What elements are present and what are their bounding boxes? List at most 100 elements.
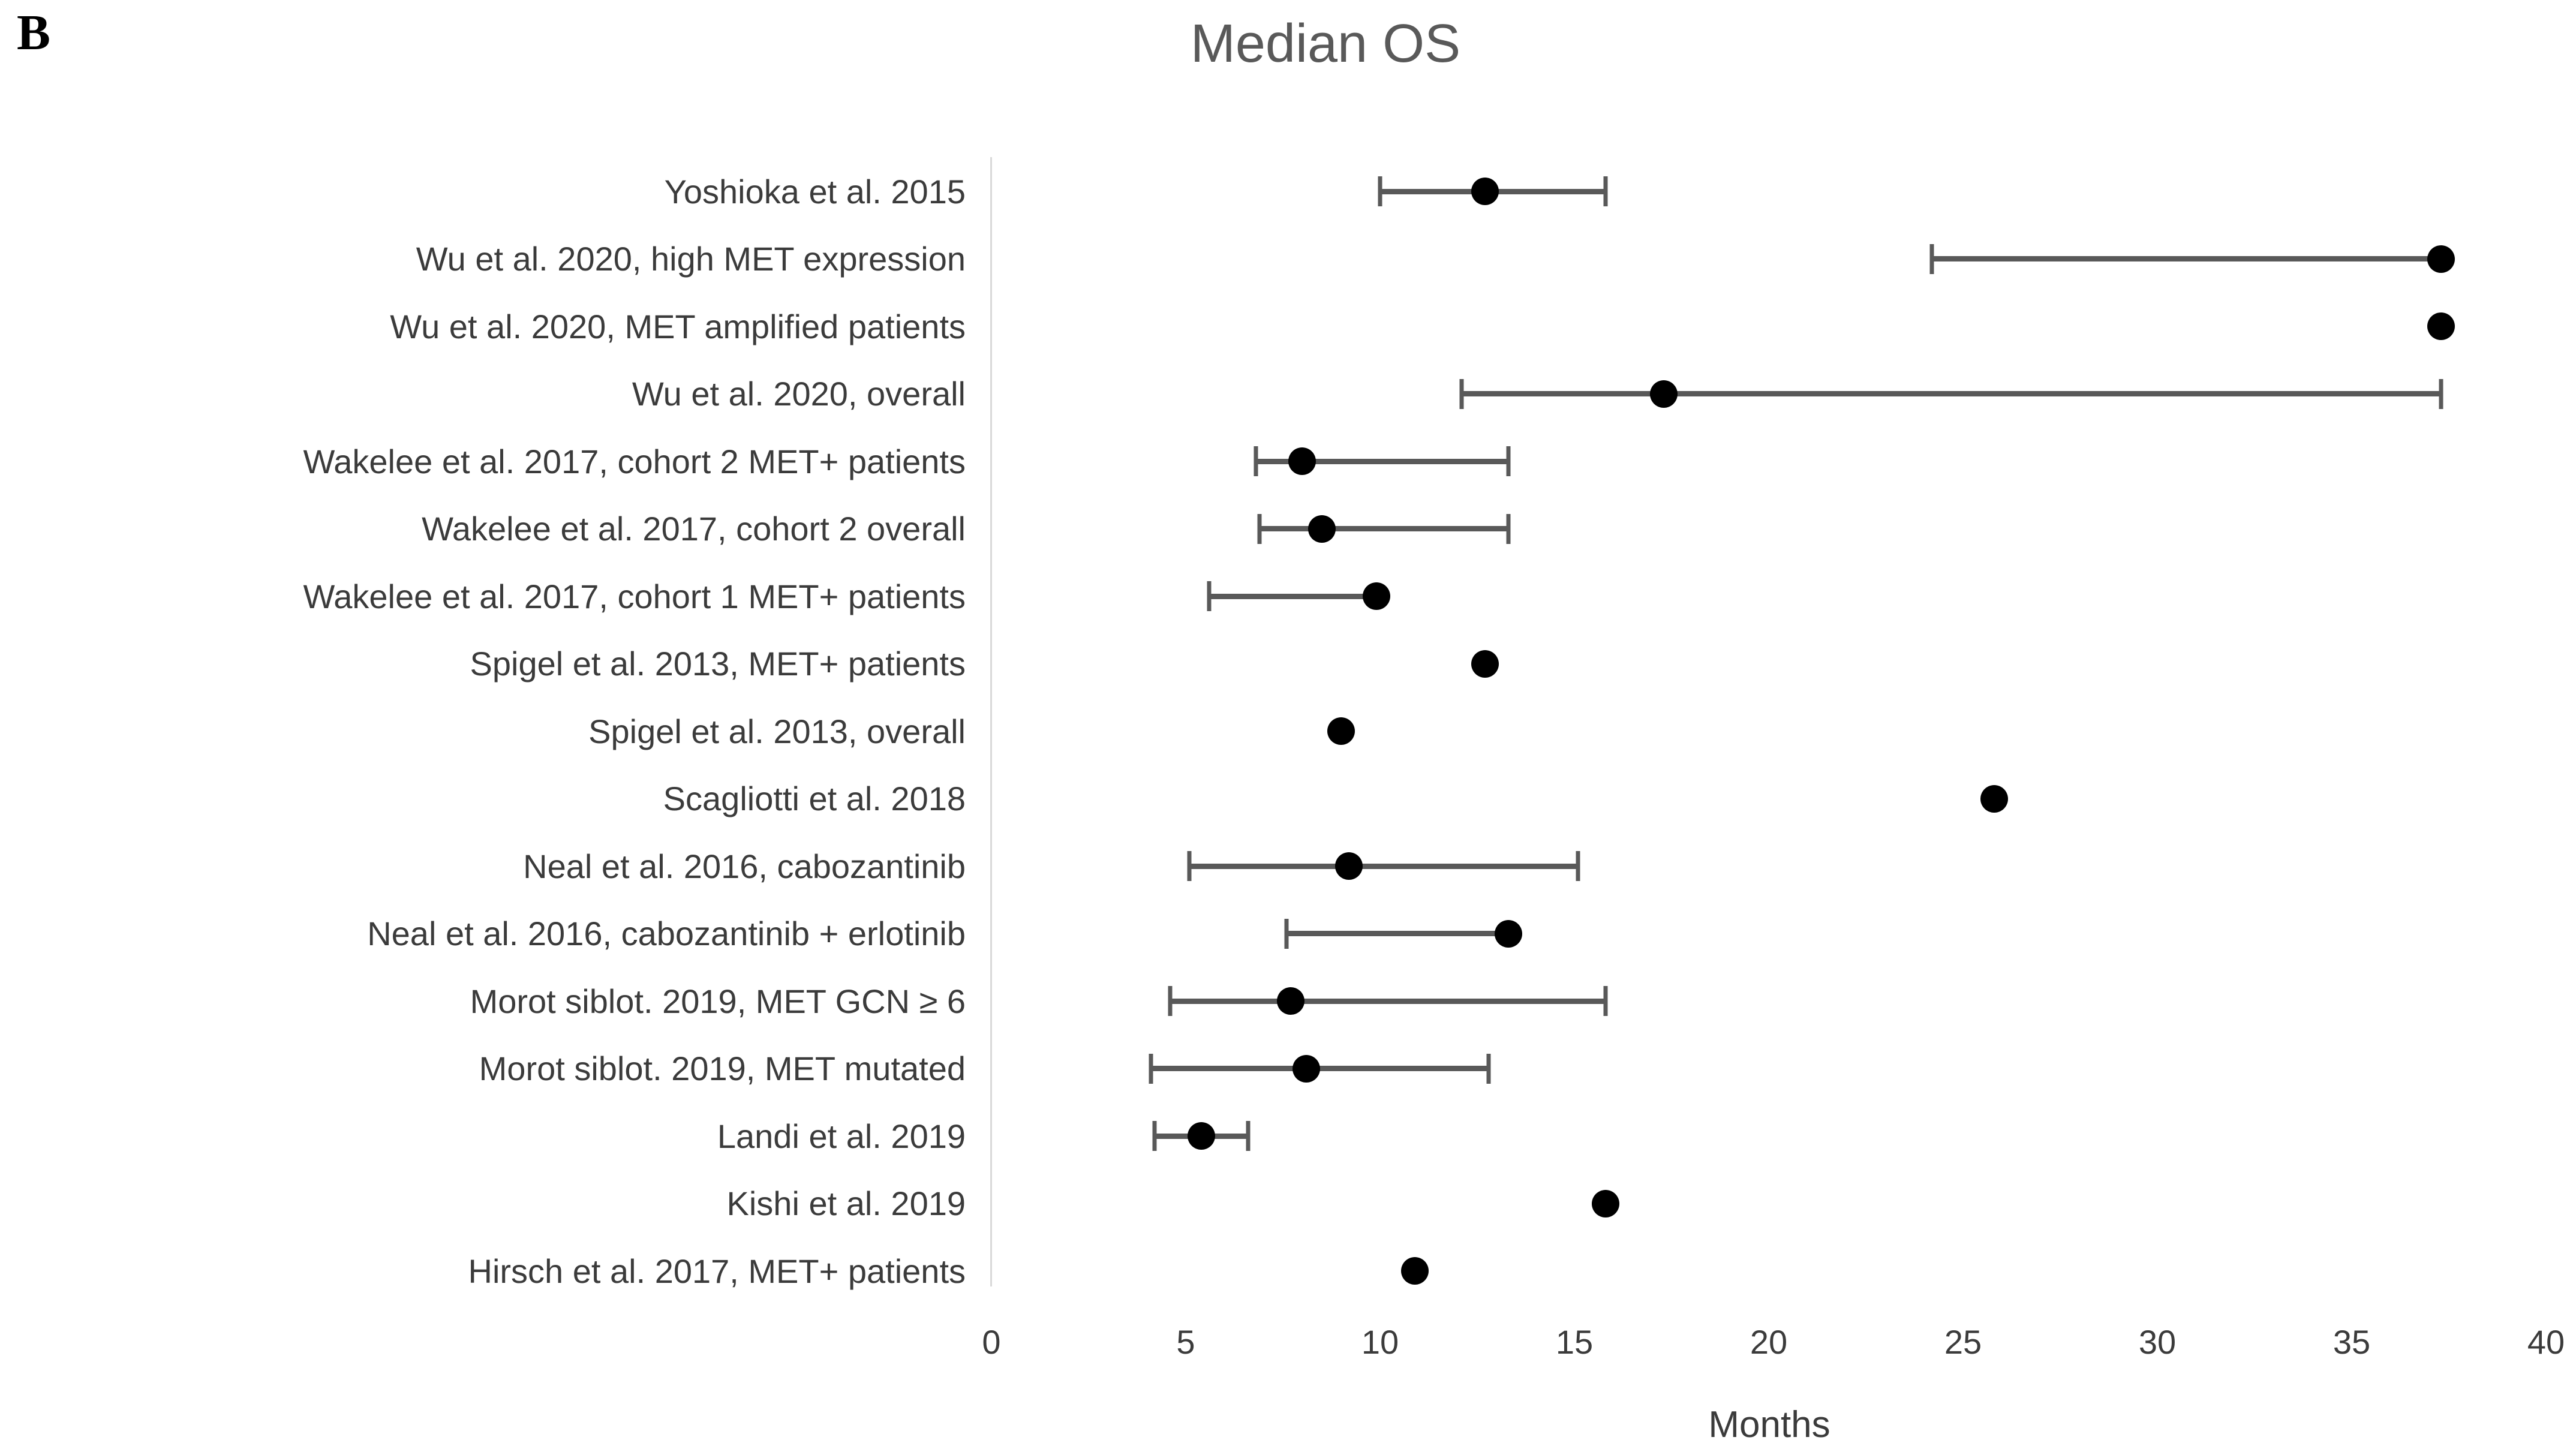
study-plot-cell [991, 765, 2546, 833]
error-bar [1255, 458, 1508, 464]
study-label: Morot siblot. 2019, MET GCN ≥ 6 [470, 982, 966, 1020]
study-plot-cell [991, 1102, 2546, 1170]
median-marker [2427, 312, 2455, 341]
median-marker [1276, 987, 1304, 1015]
study-plot-cell [991, 293, 2546, 360]
study-label: Morot siblot. 2019, MET mutated [479, 1050, 966, 1088]
study-row: Spigel et al. 2013, overall [0, 698, 2576, 765]
study-label: Yoshioka et al. 2015 [664, 172, 966, 211]
study-plot-cell [991, 495, 2546, 563]
study-label: Scagliotti et al. 2018 [663, 780, 966, 818]
study-label: Spigel et al. 2013, overall [588, 712, 966, 750]
study-plot-cell [991, 698, 2546, 765]
x-tick-label: 5 [1176, 1323, 1195, 1361]
study-row: Yoshioka et al. 2015 [0, 158, 2576, 226]
study-row: Wu et al. 2020, high MET expression [0, 226, 2576, 293]
error-bar-cap-low [1257, 513, 1262, 544]
study-row: Kishi et al. 2019 [0, 1170, 2576, 1238]
study-row: Spigel et al. 2013, MET+ patients [0, 630, 2576, 698]
error-bar-cap-low [1378, 176, 1382, 207]
study-row: Neal et al. 2016, cabozantinib + erlotin… [0, 900, 2576, 968]
median-marker [1292, 1054, 1320, 1083]
error-bar [1260, 526, 1508, 532]
error-bar-cap-low [1284, 918, 1289, 949]
median-marker [2427, 245, 2455, 273]
error-bar-cap-high [1603, 176, 1608, 207]
study-label: Wu et al. 2020, overall [632, 375, 966, 413]
error-bar-cap-low [1149, 1053, 1153, 1084]
error-bar-cap-low [1459, 378, 1464, 409]
error-bar [1209, 593, 1376, 599]
study-row: Neal et al. 2016, cabozantinib [0, 832, 2576, 900]
study-plot-cell [991, 967, 2546, 1035]
study-plot-cell [991, 1170, 2546, 1238]
median-marker [1187, 1122, 1215, 1150]
error-bar [1287, 931, 1508, 937]
study-plot-cell [991, 158, 2546, 226]
study-plot-cell [991, 630, 2546, 698]
error-bar-cap-low [1187, 851, 1192, 882]
study-plot-cell [991, 900, 2546, 968]
study-row: Hirsch et al. 2017, MET+ patients [0, 1237, 2576, 1305]
error-bar-cap-high [1576, 851, 1580, 882]
study-label: Wu et al. 2020, high MET expression [416, 240, 966, 278]
median-marker [1471, 650, 1499, 678]
study-row: Wakelee et al. 2017, cohort 2 MET+ patie… [0, 428, 2576, 495]
study-label: Kishi et al. 2019 [726, 1185, 966, 1223]
error-bar-cap-high [1506, 513, 1511, 544]
study-plot-cell [991, 563, 2546, 630]
study-row: Morot siblot. 2019, MET GCN ≥ 6 [0, 967, 2576, 1035]
error-bar-cap-low [1152, 1121, 1157, 1152]
x-tick-label: 15 [1555, 1323, 1594, 1361]
study-label: Wakelee et al. 2017, cohort 1 MET+ patie… [303, 577, 966, 615]
study-row: Scagliotti et al. 2018 [0, 765, 2576, 833]
median-marker [1401, 1257, 1429, 1285]
y-axis-baseline [990, 157, 992, 1286]
figure-panel-letter: B [17, 5, 51, 61]
error-bar-cap-high [1603, 986, 1608, 1017]
study-row: Wu et al. 2020, MET amplified patients [0, 293, 2576, 360]
error-bar-cap-low [1254, 446, 1258, 477]
x-tick-label: 20 [1750, 1323, 1788, 1361]
study-plot-cell [991, 360, 2546, 428]
study-label: Spigel et al. 2013, MET+ patients [470, 645, 966, 683]
error-bar [1932, 256, 2442, 262]
x-tick-label: 35 [2332, 1323, 2371, 1361]
error-bar-cap-low [1168, 986, 1173, 1017]
study-row: Wakelee et al. 2017, cohort 2 overall [0, 495, 2576, 563]
error-bar-cap-high [1486, 1053, 1491, 1084]
error-bar [1170, 998, 1606, 1004]
x-tick-label: 0 [982, 1323, 1001, 1361]
x-tick-label: 30 [2138, 1323, 2177, 1361]
median-marker [1980, 784, 2008, 813]
x-axis-title: Months [1708, 1404, 1830, 1445]
error-bar-cap-low [1929, 243, 1934, 274]
study-row: Morot siblot. 2019, MET mutated [0, 1035, 2576, 1103]
median-marker [1335, 852, 1363, 880]
study-plot-cell [991, 428, 2546, 495]
study-row: Landi et al. 2019 [0, 1102, 2576, 1170]
error-bar-cap-high [2439, 378, 2443, 409]
study-plot-cell [991, 1035, 2546, 1103]
study-plot-cell [991, 1237, 2546, 1305]
median-marker [1362, 582, 1390, 611]
median-marker [1288, 447, 1316, 476]
study-plot-cell [991, 226, 2546, 293]
median-marker [1471, 178, 1499, 206]
plot-rows: Yoshioka et al. 2015 Wu et al. 2020, high… [0, 158, 2576, 1305]
error-bar-cap-high [1246, 1121, 1251, 1152]
median-marker [1591, 1189, 1619, 1217]
x-tick-label: 25 [1944, 1323, 1982, 1361]
error-bar-cap-high [1506, 446, 1511, 477]
study-label: Landi et al. 2019 [717, 1117, 966, 1155]
study-label: Neal et al. 2016, cabozantinib [523, 847, 966, 885]
study-label: Wu et al. 2020, MET amplified patients [390, 307, 966, 345]
study-row: Wakelee et al. 2017, cohort 1 MET+ patie… [0, 563, 2576, 630]
error-bar-cap-low [1207, 581, 1212, 612]
study-label: Wakelee et al. 2017, cohort 2 overall [422, 510, 966, 548]
x-tick-label: 40 [2527, 1323, 2565, 1361]
x-tick-label: 10 [1361, 1323, 1399, 1361]
median-marker [1494, 919, 1522, 948]
median-marker [1650, 380, 1678, 408]
